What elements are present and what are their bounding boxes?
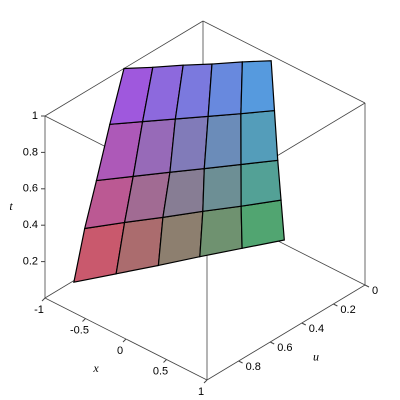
x-axis-title: x <box>92 361 99 375</box>
surface <box>73 60 285 283</box>
surface-cell <box>203 113 242 170</box>
u-tick-label: 0.4 <box>309 323 324 335</box>
x-tick <box>203 379 208 384</box>
u-tick <box>364 284 370 288</box>
u-axis-title: u <box>313 349 319 363</box>
box-edge <box>206 284 366 381</box>
x-tick <box>163 359 167 363</box>
u-tick-label: 0.6 <box>277 342 292 354</box>
surface-cell <box>169 115 209 173</box>
x-tick <box>41 297 46 302</box>
x-tick-label: -0.5 <box>70 324 89 336</box>
surface-cell <box>240 60 276 115</box>
x-tick-label: 0.5 <box>153 365 168 377</box>
labels: 0.2 0.4 0.6 0.8 1 -1 -0.5 0 0.5 1 0 0.2 0.4 0.6 0.8 t x u <box>9 110 378 398</box>
x-tick <box>122 338 127 343</box>
x-tick <box>82 318 86 322</box>
z-tick-label: 0.8 <box>23 146 38 158</box>
surface-cell <box>199 205 243 258</box>
surface-cell <box>162 167 205 219</box>
surface-cell <box>157 210 204 267</box>
z-axis-title: t <box>9 199 13 213</box>
u-tick <box>333 303 338 307</box>
u-tick-label: 0 <box>372 285 378 297</box>
surface-cell <box>240 159 282 207</box>
u-tick-label: 0.2 <box>340 304 355 316</box>
surface-cell <box>207 61 243 117</box>
box-edge <box>202 20 366 104</box>
x-tick-label: 0 <box>117 345 123 357</box>
z-tick-label: 1 <box>32 110 38 122</box>
x-tick-label: 1 <box>198 386 204 398</box>
u-tick <box>301 322 307 326</box>
u-tick-label: 0.8 <box>246 361 261 373</box>
surface-cell <box>240 199 285 250</box>
surface-cell <box>202 163 242 212</box>
surface-cell <box>240 109 279 166</box>
z-tick-label: 0.2 <box>23 256 38 268</box>
z-tick-label: 0.4 <box>23 219 38 231</box>
x-tick-label: -1 <box>34 304 44 316</box>
u-tick <box>269 341 275 345</box>
z-tick-label: 0.6 <box>23 183 38 195</box>
u-tick <box>238 360 243 364</box>
